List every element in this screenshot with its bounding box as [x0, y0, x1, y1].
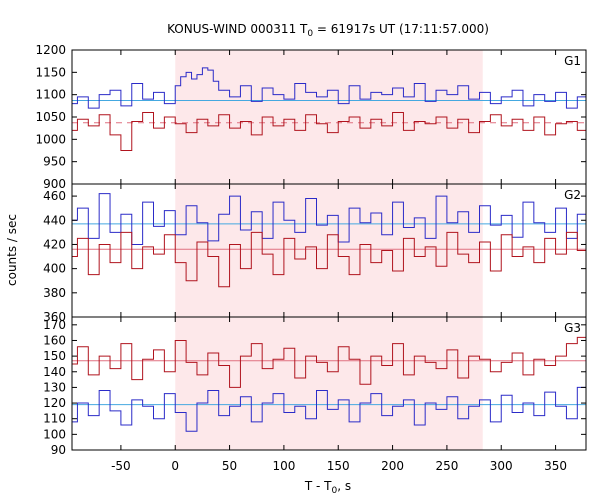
y-tick-label: 160 — [43, 333, 66, 347]
y-tick-label: 420 — [43, 237, 66, 251]
series-2-line — [72, 231, 587, 288]
series-1-line — [72, 386, 587, 432]
x-tick-label: 350 — [544, 459, 567, 473]
y-tick-label: 900 — [43, 177, 66, 191]
panel-label: G1 — [564, 54, 581, 68]
series-1-line — [72, 67, 587, 109]
y-tick-label: 950 — [43, 155, 66, 169]
y-tick-label: 140 — [43, 365, 66, 379]
y-tick-label: 1100 — [35, 88, 66, 102]
y-axis-label: counts / sec — [5, 214, 19, 286]
x-tick-label: 150 — [327, 459, 350, 473]
x-tick-label: 0 — [171, 459, 179, 473]
x-tick-label: 300 — [490, 459, 513, 473]
y-tick-label: 110 — [43, 412, 66, 426]
y-tick-label: 130 — [43, 380, 66, 394]
panel-g1: 900 950 1000 1050 1100 1150 1200 G1 — [35, 43, 587, 191]
x-tick-label: 50 — [222, 459, 237, 473]
y-tick-label: 440 — [43, 213, 66, 227]
y-tick-label: 150 — [43, 349, 66, 363]
panel-g2: 360 380 400 420 440 460 G2 — [43, 183, 587, 324]
y-tick-label: 400 — [43, 262, 66, 276]
y-tick-label: 360 — [43, 310, 66, 324]
x-tick-label: 200 — [381, 459, 404, 473]
y-tick-label: 1150 — [35, 65, 66, 79]
series-2-line — [72, 336, 587, 388]
burst-interval — [175, 50, 483, 184]
x-tick-label: -50 — [111, 459, 131, 473]
panel-label: G3 — [564, 321, 581, 335]
series-1-line — [72, 193, 587, 245]
y-tick-label: 1200 — [35, 43, 66, 57]
y-tick-label: 380 — [43, 286, 66, 300]
x-tick-label: 100 — [272, 459, 295, 473]
y-tick-label: 100 — [43, 427, 66, 441]
burst-interval — [175, 317, 483, 450]
burst-interval — [175, 184, 483, 317]
series-2-line — [72, 112, 587, 151]
y-tick-label: 120 — [43, 396, 66, 410]
y-tick-label: 1000 — [35, 132, 66, 146]
y-tick-label: 1050 — [35, 110, 66, 124]
y-tick-label: 460 — [43, 189, 66, 203]
x-axis-label: T - T0, s — [304, 479, 351, 496]
panel-label: G2 — [564, 188, 581, 202]
y-tick-label: 90 — [51, 443, 66, 457]
panels: 90095010001050110011501200G1360380400420… — [35, 43, 587, 473]
x-tick-label: 250 — [435, 459, 458, 473]
chart-title: KONUS-WIND 000311 T0 = 61917s UT (17:11:… — [167, 22, 489, 39]
panel-frame — [71, 316, 587, 451]
y-tick-label: 170 — [43, 318, 66, 332]
